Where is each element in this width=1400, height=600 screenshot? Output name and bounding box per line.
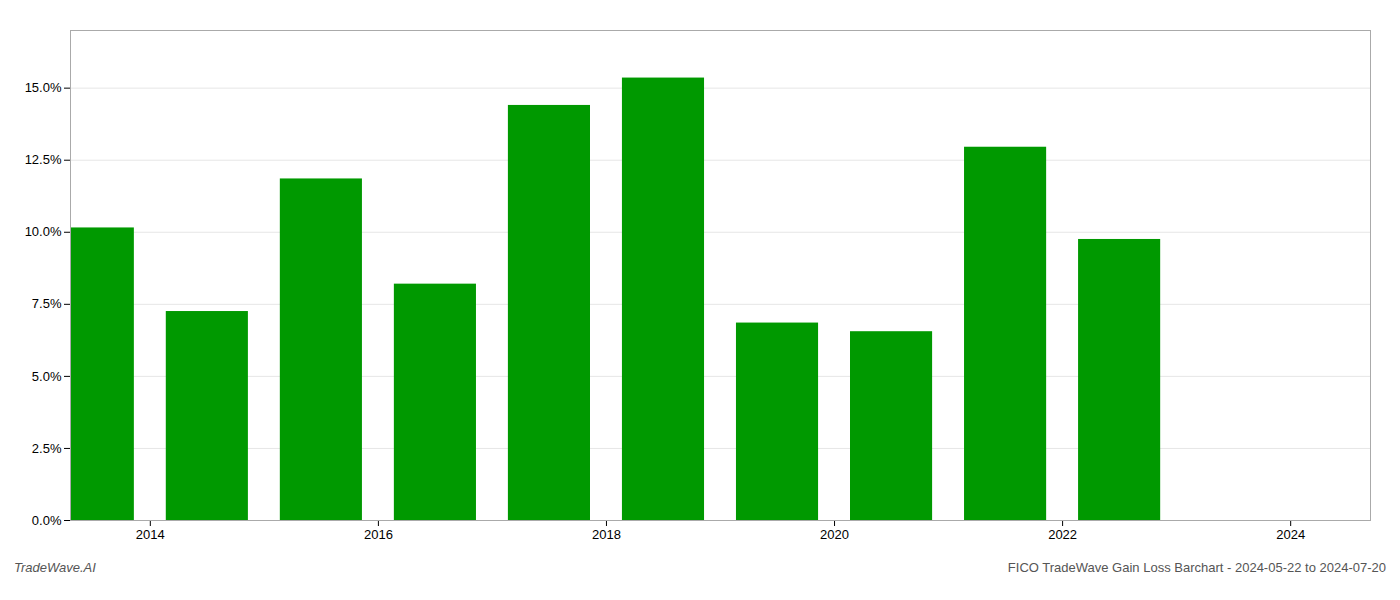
svg-text:2022: 2022: [1048, 527, 1077, 542]
svg-text:0.0%: 0.0%: [32, 513, 62, 528]
svg-text:2020: 2020: [820, 527, 849, 542]
svg-text:15.0%: 15.0%: [25, 80, 62, 95]
svg-text:12.5%: 12.5%: [25, 152, 62, 167]
svg-text:2024: 2024: [1276, 527, 1305, 542]
svg-text:2.5%: 2.5%: [32, 441, 62, 456]
svg-text:2014: 2014: [136, 527, 165, 542]
svg-text:2016: 2016: [364, 527, 393, 542]
svg-text:5.0%: 5.0%: [32, 369, 62, 384]
html-text:TradeWave.AI: TradeWave.AI: [14, 560, 96, 575]
html-text:FICO TradeWave Gain Loss Barch: FICO TradeWave Gain Loss Barchart - 2024…: [1007, 560, 1386, 575]
svg-text:10.0%: 10.0%: [25, 224, 62, 239]
svg-text:7.5%: 7.5%: [32, 296, 62, 311]
svg-text:2018: 2018: [592, 527, 621, 542]
